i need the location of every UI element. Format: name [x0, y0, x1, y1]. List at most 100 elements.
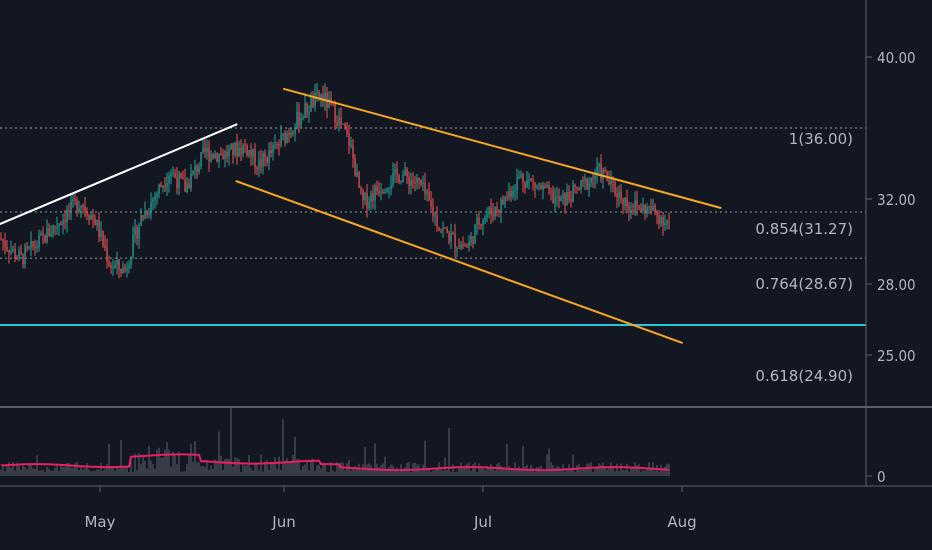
- candle-body: [18, 251, 20, 259]
- candle-body: [668, 220, 670, 222]
- candle-body: [570, 199, 572, 202]
- candle-body: [652, 205, 654, 211]
- candle-body: [448, 232, 450, 242]
- candle-body: [152, 199, 154, 202]
- fib-label-0854: 0.854(31.27): [755, 220, 853, 238]
- candle-body: [200, 151, 202, 167]
- candle-body: [342, 123, 344, 125]
- candle-body: [306, 103, 308, 113]
- candle-body: [328, 98, 330, 108]
- candle-body: [34, 246, 36, 248]
- candle-body: [232, 143, 234, 156]
- candle-body: [42, 233, 44, 235]
- candle-body: [518, 176, 520, 178]
- candle-body: [624, 198, 626, 206]
- candle-body: [626, 198, 628, 207]
- candle-body: [520, 173, 522, 177]
- candle-body: [562, 193, 564, 198]
- candle-body: [512, 190, 514, 197]
- candle-body: [12, 248, 14, 251]
- candle-body: [70, 200, 72, 212]
- candle-body: [204, 147, 206, 152]
- candle-body: [284, 133, 286, 144]
- candle-body: [422, 182, 424, 185]
- candle-body: [162, 185, 164, 188]
- candle-body: [510, 190, 512, 197]
- candle-body: [654, 205, 656, 212]
- candle-body: [160, 184, 162, 188]
- candle-body: [620, 191, 622, 200]
- candle-body: [196, 166, 198, 172]
- candle-body: [666, 220, 668, 224]
- candle-body: [354, 158, 356, 177]
- candle-body: [298, 111, 300, 126]
- candle-body: [392, 172, 394, 186]
- candle-body: [320, 94, 322, 99]
- trendlines[interactable]: [0, 87, 722, 344]
- candle-body: [10, 250, 12, 254]
- candle-body: [58, 223, 60, 227]
- candle-body: [212, 154, 214, 159]
- candle-body: [590, 177, 592, 183]
- candle-body: [552, 190, 554, 204]
- candle-body: [466, 245, 468, 248]
- candle-body: [100, 231, 102, 237]
- volume-moving-average: [0, 453, 670, 472]
- candle-body: [164, 185, 166, 188]
- candle-body: [198, 166, 200, 172]
- trendline[interactable]: [235, 180, 683, 344]
- candle-body: [312, 98, 314, 107]
- price-axis[interactable]: 40.00 32.00 28.00 25.00 0: [866, 49, 916, 486]
- candle-body: [488, 207, 490, 215]
- trendline[interactable]: [283, 87, 722, 209]
- candle-body: [64, 219, 66, 223]
- candle-body: [226, 151, 228, 157]
- candle-body: [258, 159, 260, 170]
- candle-body: [554, 197, 556, 204]
- candle-body: [30, 241, 32, 248]
- time-tick-label: May: [84, 513, 115, 531]
- fib-levels: [0, 127, 866, 327]
- candle-body: [664, 223, 666, 226]
- candle-body: [192, 170, 194, 175]
- candle-body: [426, 191, 428, 195]
- candle-body: [640, 208, 642, 212]
- candle-body: [436, 215, 438, 228]
- candle-body: [72, 199, 74, 201]
- candle-body: [8, 250, 10, 254]
- candle-body: [576, 186, 578, 189]
- fib-label-0618: 0.618(24.90): [755, 367, 853, 385]
- time-axis[interactable]: May Jun Jul Aug: [84, 486, 697, 531]
- candle-body: [646, 207, 648, 214]
- candle-body: [76, 200, 78, 212]
- candle-body: [128, 265, 130, 269]
- candle-body: [522, 173, 524, 183]
- candle-body: [638, 205, 640, 209]
- candle-body: [378, 191, 380, 195]
- candle-body: [500, 199, 502, 213]
- candle-body: [118, 259, 120, 269]
- candle-body: [272, 145, 274, 153]
- candle-body: [206, 148, 208, 152]
- candle-body: [4, 241, 6, 248]
- candle-body: [560, 197, 562, 202]
- candle-body: [138, 225, 140, 239]
- candle-body: [246, 144, 248, 156]
- candle-body: [260, 159, 262, 167]
- candle-body: [322, 94, 324, 102]
- candle-body: [56, 226, 58, 228]
- candle-body: [114, 264, 116, 268]
- candle-body: [364, 193, 366, 201]
- candle-body: [338, 117, 340, 126]
- candle-body: [154, 196, 156, 200]
- candle-body: [628, 206, 630, 212]
- fib-label-0764: 0.764(28.67): [755, 275, 853, 293]
- candle-body: [208, 148, 210, 162]
- candle-body: [458, 248, 460, 250]
- candle-body: [662, 217, 664, 226]
- candle-body: [66, 210, 68, 223]
- candle-body: [566, 191, 568, 206]
- trendline[interactable]: [0, 123, 238, 231]
